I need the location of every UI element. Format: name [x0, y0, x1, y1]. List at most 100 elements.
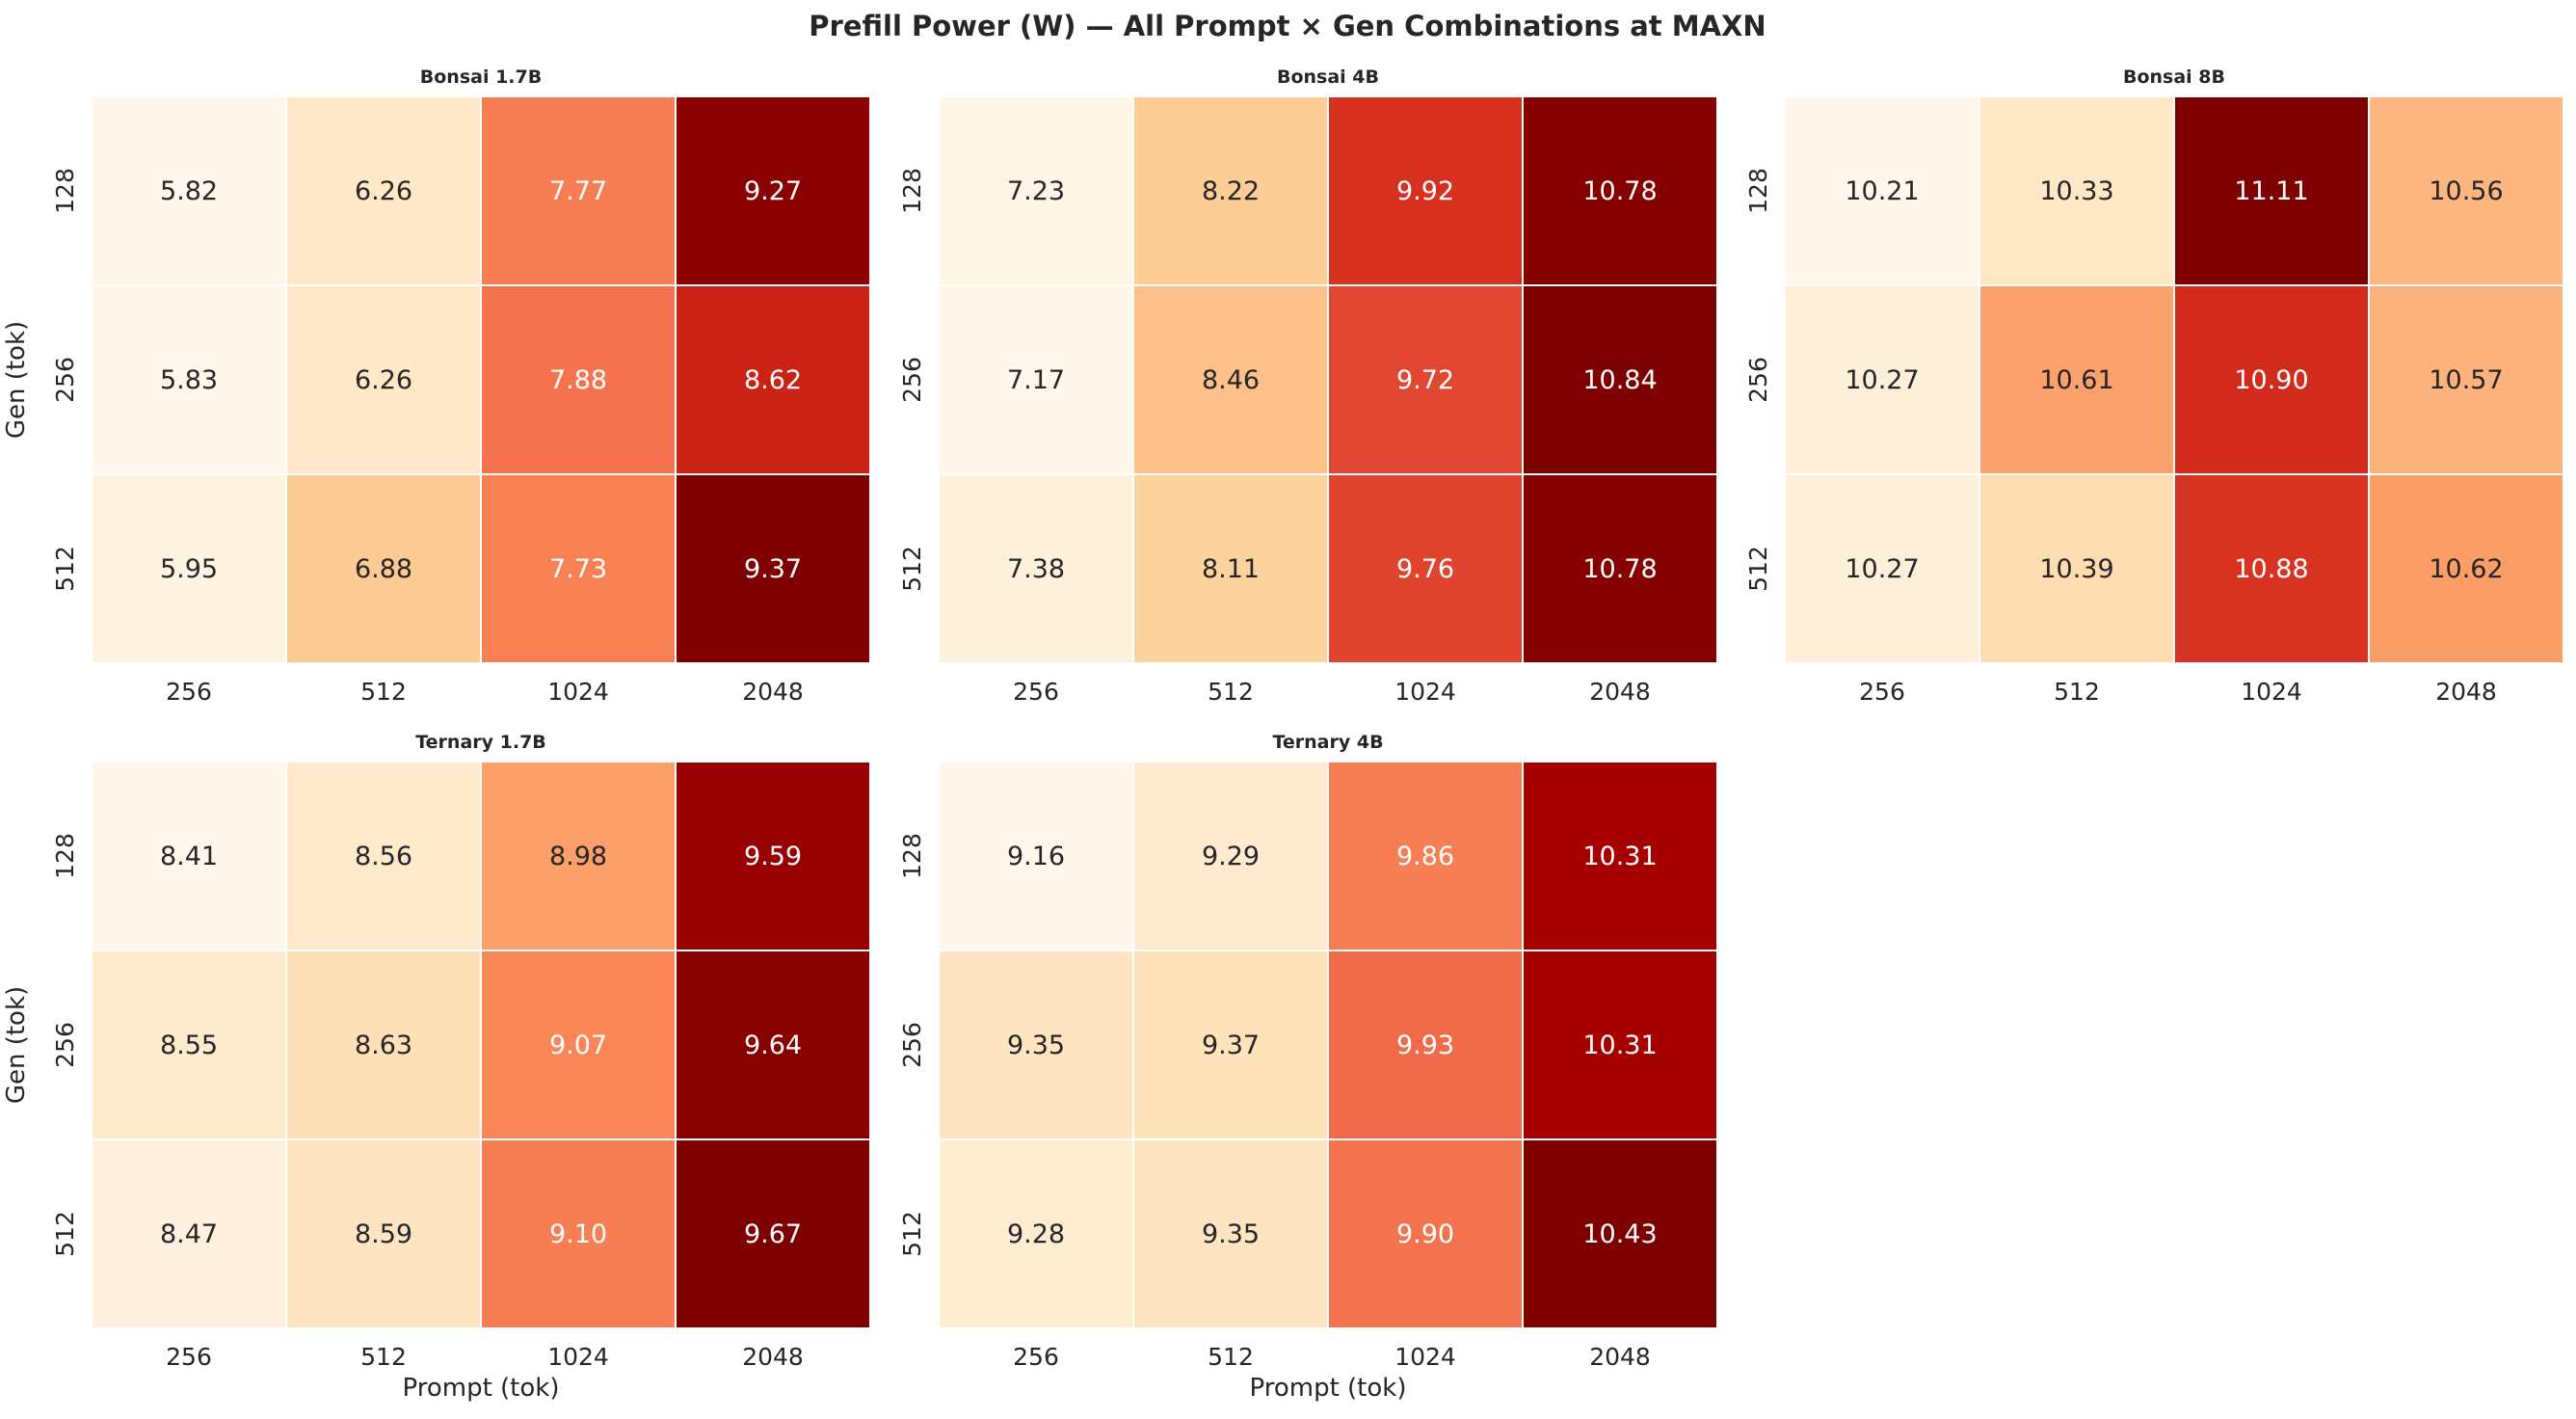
heatmap-cell — [91, 95, 287, 286]
cell-value-label: 8.22 — [1202, 176, 1260, 206]
x-tick-label: 256 — [166, 1343, 212, 1371]
cell-value-label: 7.77 — [549, 176, 607, 206]
cell-value-label: 9.76 — [1396, 554, 1454, 584]
heatmap-panel: Bonsai 8B 10.21 10.33 11.11 10.56 10.27 10.61 1… — [1744, 67, 2564, 706]
heatmap-cell — [1327, 1138, 1524, 1329]
heatmap-panel: Ternary 1.7B 8.41 8.56 8.98 9.59 8.55 8.63 9.07… — [2, 732, 871, 1403]
cell-value-label: 8.41 — [160, 842, 218, 871]
cell-value-label: 10.56 — [2429, 176, 2503, 206]
cell-value-label: 9.10 — [549, 1219, 607, 1249]
x-tick-label: 2048 — [742, 678, 804, 706]
x-tick-label: 256 — [1859, 678, 1905, 706]
y-tick-label: 128 — [1744, 168, 1772, 214]
x-tick-label: 1024 — [547, 1343, 609, 1371]
x-tick-label: 256 — [1013, 1343, 1059, 1371]
cell-value-label: 8.47 — [160, 1219, 218, 1249]
heatmap-cell — [285, 95, 482, 286]
heatmap-cell — [1522, 95, 1718, 286]
x-tick-label: 256 — [166, 678, 212, 706]
heatmap-cell — [1522, 1138, 1718, 1329]
heatmap-cell — [480, 761, 677, 951]
heatmap-cell — [1132, 1138, 1329, 1329]
cell-value-label: 7.73 — [549, 554, 607, 584]
heatmap-cell — [1327, 95, 1524, 286]
heatmap-cell — [1978, 473, 2175, 664]
heatmap-cell — [480, 95, 677, 286]
y-tick-label: 128 — [898, 168, 926, 214]
x-tick-label: 1024 — [1394, 1343, 1456, 1371]
heatmap-cell — [1132, 473, 1329, 664]
x-axis-label: Prompt (tok) — [1250, 1374, 1407, 1403]
x-tick-label: 512 — [360, 678, 407, 706]
y-tick-label: 256 — [51, 357, 79, 403]
heatmap-cell — [285, 950, 482, 1140]
cell-value-label: 10.61 — [2039, 365, 2113, 395]
heatmap-cell — [675, 284, 871, 475]
y-tick-label: 512 — [1744, 546, 1772, 592]
heatmap-cell — [285, 284, 482, 475]
heatmap-cell — [285, 761, 482, 951]
cell-value-label: 6.26 — [355, 176, 412, 206]
heatmap-cell — [938, 284, 1134, 475]
heatmap-cell — [675, 95, 871, 286]
cell-value-label: 10.21 — [1845, 176, 1919, 206]
heatmap-cell — [1327, 284, 1524, 475]
x-axis-label: Prompt (tok) — [403, 1374, 560, 1403]
cell-value-label: 9.67 — [744, 1219, 802, 1249]
cell-value-label: 9.16 — [1007, 842, 1065, 871]
y-tick-label: 128 — [51, 833, 79, 879]
cell-value-label: 10.43 — [1582, 1219, 1657, 1249]
cell-value-label: 7.88 — [549, 365, 607, 395]
cell-value-label: 9.27 — [744, 176, 802, 206]
cell-value-label: 11.11 — [2234, 176, 2308, 206]
cell-value-label: 10.78 — [1582, 554, 1657, 584]
heatmap-cell — [1522, 473, 1718, 664]
figure-title: Prefill Power (W) — All Prompt × Gen Com… — [809, 10, 1766, 42]
heatmap-cell — [938, 1138, 1134, 1329]
x-tick-label: 512 — [360, 1343, 407, 1371]
heatmap-cell — [1327, 473, 1524, 664]
heatmap-cell — [91, 284, 287, 475]
cell-value-label: 8.56 — [355, 842, 412, 871]
heatmap-cell — [1327, 950, 1524, 1140]
cell-value-label: 10.57 — [2429, 365, 2503, 395]
panel-title: Bonsai 8B — [2123, 67, 2225, 88]
cell-value-label: 9.86 — [1396, 842, 1454, 871]
y-tick-label: 256 — [898, 357, 926, 403]
heatmap-panel: Bonsai 4B 7.23 8.22 9.92 10.78 7.17 8.46 9.72 10… — [898, 67, 1718, 706]
heatmap-cell — [675, 950, 871, 1140]
cell-value-label: 10.84 — [1582, 365, 1657, 395]
x-tick-label: 1024 — [1394, 678, 1456, 706]
cell-value-label: 9.59 — [744, 842, 802, 871]
cell-value-label: 5.83 — [160, 365, 218, 395]
cell-value-label: 8.63 — [355, 1031, 412, 1060]
cell-value-label: 10.62 — [2429, 554, 2503, 584]
y-tick-label: 256 — [1744, 357, 1772, 403]
heatmap-cell — [285, 1138, 482, 1329]
y-tick-label: 256 — [51, 1022, 79, 1068]
panel-title: Ternary 4B — [1272, 732, 1383, 753]
heatmap-cell — [1327, 761, 1524, 951]
heatmap-panel: Bonsai 1.7B 5.82 6.26 7.77 9.27 5.83 6.26 7.88 8… — [2, 67, 871, 706]
heatmap-cell — [1522, 950, 1718, 1140]
cell-value-label: 10.33 — [2039, 176, 2113, 206]
heatmap-cell — [1132, 761, 1329, 951]
cell-value-label: 10.90 — [2234, 365, 2308, 395]
heatmap-cell — [1784, 284, 1980, 475]
cell-value-label: 8.98 — [549, 842, 607, 871]
cell-value-label: 10.78 — [1582, 176, 1657, 206]
cell-value-label: 8.11 — [1202, 554, 1260, 584]
x-tick-label: 2048 — [1589, 678, 1651, 706]
cell-value-label: 8.62 — [744, 365, 802, 395]
y-tick-label: 512 — [898, 1211, 926, 1257]
y-tick-label: 512 — [51, 1211, 79, 1257]
x-tick-label: 256 — [1013, 678, 1059, 706]
cell-value-label: 9.35 — [1007, 1031, 1065, 1060]
heatmap-cell — [480, 950, 677, 1140]
y-tick-label: 512 — [51, 546, 79, 592]
cell-value-label: 8.59 — [355, 1219, 412, 1249]
cell-value-label: 5.95 — [160, 554, 218, 584]
panel-title: Bonsai 4B — [1277, 67, 1379, 88]
heatmap-cell — [1132, 950, 1329, 1140]
heatmap-cell — [91, 761, 287, 951]
